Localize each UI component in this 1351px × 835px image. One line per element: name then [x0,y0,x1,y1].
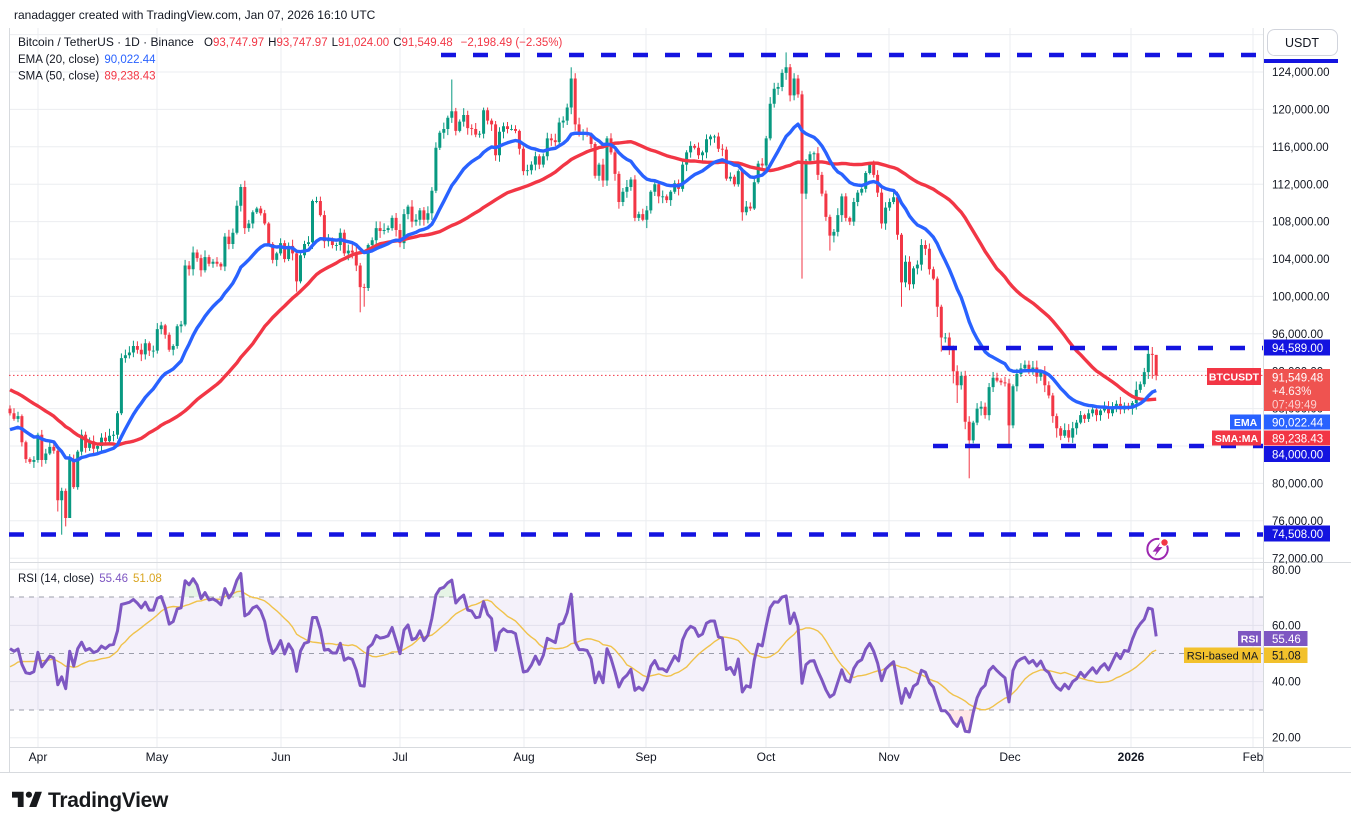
svg-text:116,000.00: 116,000.00 [1272,142,1329,154]
svg-text:RSI-based MA: RSI-based MA [1187,651,1259,663]
svg-text:108,000.00: 108,000.00 [1272,217,1330,229]
svg-text:94,589.00: 94,589.00 [1272,343,1323,355]
svg-text:Feb: Feb [1243,750,1264,764]
svg-text:80.00: 80.00 [1272,565,1301,577]
svg-text:EMA: EMA [1234,417,1258,429]
svg-text:20.00: 20.00 [1272,733,1301,745]
svg-text:124,000.00: 124,000.00 [1272,67,1330,79]
svg-text:Oct: Oct [757,750,776,764]
svg-text:07:49:49: 07:49:49 [1272,400,1317,412]
svg-text:51.08: 51.08 [1272,651,1301,663]
svg-text:+4.63%: +4.63% [1272,386,1311,398]
svg-text:89,238.43: 89,238.43 [1272,433,1323,445]
svg-text:ranadagger created with Tradin: ranadagger created with TradingView.com,… [14,8,376,22]
svg-text:91,549.48: 91,549.48 [1272,373,1323,385]
svg-text:104,000.00: 104,000.00 [1272,254,1330,266]
svg-text:Jul: Jul [392,750,407,764]
svg-text:May: May [146,750,169,764]
svg-text:90,022.44: 90,022.44 [1272,417,1324,429]
svg-text:Nov: Nov [878,750,899,764]
svg-text:76,000.00: 76,000.00 [1272,516,1323,528]
svg-text:74,508.00: 74,508.00 [1272,529,1323,541]
svg-text:96,000.00: 96,000.00 [1272,329,1323,341]
svg-text:SMA (50, close) 89,238.43: SMA (50, close) 89,238.43 [18,71,156,83]
svg-text:80,000.00: 80,000.00 [1272,479,1323,491]
svg-text:112,000.00: 112,000.00 [1272,179,1329,191]
svg-text:TradingView: TradingView [48,789,169,812]
svg-text:55.46: 55.46 [1272,634,1301,646]
svg-text:RSI: RSI [1241,634,1259,646]
svg-text:Dec: Dec [999,750,1020,764]
svg-text:100,000.00: 100,000.00 [1272,292,1330,304]
svg-text:120,000.00: 120,000.00 [1272,105,1330,117]
svg-text:Aug: Aug [513,750,534,764]
svg-text:40.00: 40.00 [1272,677,1301,689]
svg-text:Jun: Jun [271,750,290,764]
svg-text:SMA:MA: SMA:MA [1215,433,1259,445]
svg-text:BTCUSDT: BTCUSDT [1209,372,1260,384]
svg-text:Sep: Sep [635,750,657,764]
svg-text:60.00: 60.00 [1272,620,1301,632]
svg-text:84,000.00: 84,000.00 [1272,449,1323,461]
svg-text:Bitcoin / TetherUS · 1D · Bina: Bitcoin / TetherUS · 1D · Binance [18,35,194,49]
svg-text:Apr: Apr [29,750,48,764]
svg-text:2026: 2026 [1118,750,1145,764]
svg-text:USDT: USDT [1285,36,1319,50]
svg-text:EMA (20, close) 90,022.44: EMA (20, close) 90,022.44 [18,54,156,66]
svg-text:72,000.00: 72,000.00 [1272,553,1323,565]
